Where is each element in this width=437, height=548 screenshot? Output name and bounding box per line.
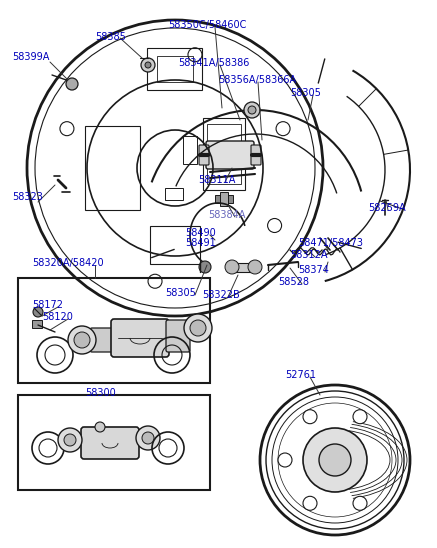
FancyBboxPatch shape — [206, 141, 254, 169]
Bar — [150, 226, 200, 264]
FancyBboxPatch shape — [90, 328, 114, 352]
Text: 58320A/58420: 58320A/58420 — [32, 258, 104, 268]
Circle shape — [190, 320, 206, 336]
Bar — [157, 56, 193, 82]
Circle shape — [319, 444, 351, 476]
Text: 52761: 52761 — [285, 370, 316, 380]
Circle shape — [95, 422, 105, 432]
FancyBboxPatch shape — [111, 319, 169, 357]
Bar — [18, 278, 210, 383]
Bar — [18, 395, 210, 490]
FancyBboxPatch shape — [251, 145, 261, 165]
Text: 58305: 58305 — [290, 88, 321, 98]
Circle shape — [145, 62, 151, 68]
Bar — [232, 263, 254, 272]
Text: 58350C/58460C: 58350C/58460C — [168, 20, 246, 30]
Text: 58491: 58491 — [185, 238, 216, 248]
Text: 58385: 58385 — [95, 32, 126, 42]
Text: 58322B: 58322B — [202, 290, 240, 300]
Text: 58528: 58528 — [278, 277, 309, 287]
Circle shape — [225, 260, 239, 274]
Circle shape — [66, 78, 78, 90]
Circle shape — [244, 102, 260, 118]
Bar — [203, 118, 245, 190]
FancyBboxPatch shape — [199, 145, 209, 165]
Circle shape — [248, 260, 262, 274]
Bar — [147, 48, 202, 90]
Text: 58259A: 58259A — [368, 203, 406, 213]
Circle shape — [303, 428, 367, 492]
Circle shape — [33, 307, 43, 317]
Circle shape — [303, 410, 317, 424]
Bar — [207, 124, 241, 184]
Text: 58323: 58323 — [12, 192, 43, 202]
Circle shape — [248, 106, 256, 114]
Text: 58300: 58300 — [85, 388, 116, 398]
Circle shape — [68, 326, 96, 354]
Text: 58471/58473: 58471/58473 — [298, 238, 363, 248]
Text: 58311A: 58311A — [198, 175, 236, 185]
Circle shape — [353, 496, 367, 510]
Bar — [85, 126, 140, 210]
Text: 58356A/58366A: 58356A/58366A — [218, 75, 296, 85]
Circle shape — [199, 261, 211, 273]
Circle shape — [303, 496, 317, 510]
Text: 58399A: 58399A — [12, 52, 49, 62]
Text: 58305: 58305 — [165, 288, 196, 298]
Text: 58120: 58120 — [42, 312, 73, 322]
Circle shape — [58, 428, 82, 452]
Text: 58172: 58172 — [32, 300, 63, 310]
Text: 58341A/58386: 58341A/58386 — [178, 58, 250, 68]
Text: 58374: 58374 — [298, 265, 329, 275]
Bar — [165, 188, 183, 200]
Bar — [215, 195, 233, 203]
Text: 58490: 58490 — [185, 228, 216, 238]
FancyBboxPatch shape — [81, 427, 139, 459]
Circle shape — [74, 332, 90, 348]
Bar — [32, 320, 42, 328]
Circle shape — [141, 58, 155, 72]
Circle shape — [142, 432, 154, 444]
Circle shape — [64, 434, 76, 446]
Circle shape — [278, 453, 292, 467]
Circle shape — [136, 426, 160, 450]
Bar — [183, 136, 197, 164]
Text: 58384A: 58384A — [208, 210, 245, 220]
Bar — [220, 192, 228, 206]
Circle shape — [353, 410, 367, 424]
Circle shape — [184, 314, 212, 342]
Text: 58312A: 58312A — [290, 250, 327, 260]
FancyBboxPatch shape — [166, 320, 190, 352]
